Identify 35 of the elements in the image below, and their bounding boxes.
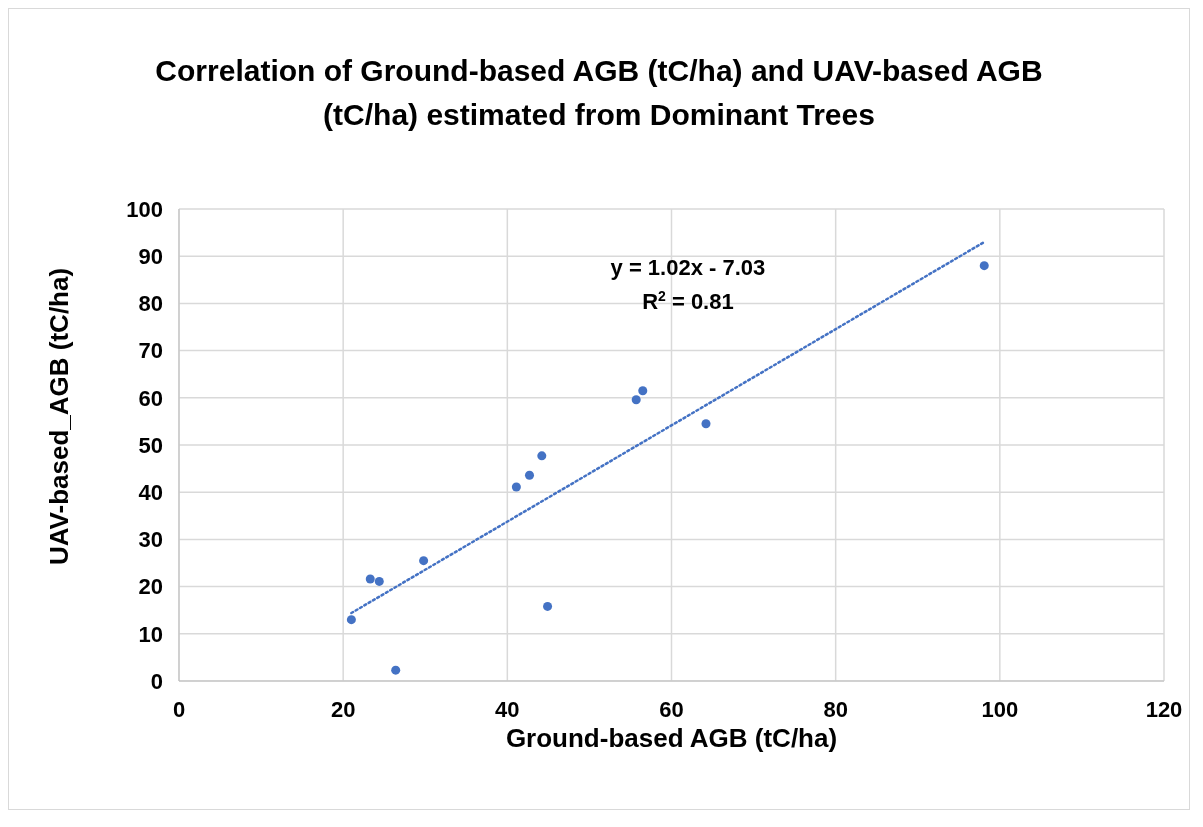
- y-tick-label: 50: [138, 432, 163, 458]
- x-tick-label: 20: [330, 696, 356, 722]
- x-tick-label: 0: [172, 696, 186, 722]
- y-tick-label: 90: [138, 244, 163, 270]
- x-tick-label: 60: [659, 696, 684, 722]
- y-axis-title: UAV-based_AGB (tC/ha): [44, 267, 75, 565]
- x-tick-label: 80: [823, 696, 848, 722]
- chart-title: Correlation of Ground-based AGB (tC/ha) and UAV-based AGB (tC/ha) estimated from Dominant Trees: [154, 53, 1044, 133]
- y-tick-label: 40: [138, 480, 163, 506]
- annotation: y = 1.02x - 7.03 R$^{2}$ = 0.81: [610, 255, 766, 315]
- point: [511, 482, 521, 492]
- y-tick-label: 20: [138, 574, 163, 600]
- y-tick-label: 80: [138, 291, 163, 317]
- point: [537, 451, 547, 461]
- point: [391, 665, 401, 675]
- y-tick-label: 0: [150, 668, 163, 694]
- y-tick-label: 10: [138, 621, 163, 647]
- x-tick-label: 120: [1145, 696, 1183, 722]
- y-tick-label: 70: [138, 338, 163, 364]
- x-axis-title: Ground-based AGB (tC/ha): [505, 723, 838, 753]
- point: [979, 261, 989, 271]
- y-tick-label: 100: [126, 196, 163, 222]
- point: [365, 574, 375, 584]
- point: [638, 386, 648, 396]
- x-tick-label: 100: [981, 696, 1019, 722]
- point: [524, 470, 535, 480]
- y-tick-label: 30: [138, 527, 163, 553]
- point: [631, 395, 641, 405]
- y-tick-label: 60: [138, 385, 163, 411]
- point: [701, 419, 711, 429]
- point: [346, 615, 356, 625]
- point: [419, 556, 429, 566]
- x-tick-label: 40: [495, 696, 520, 722]
- point: [374, 576, 384, 586]
- point: [543, 601, 553, 611]
